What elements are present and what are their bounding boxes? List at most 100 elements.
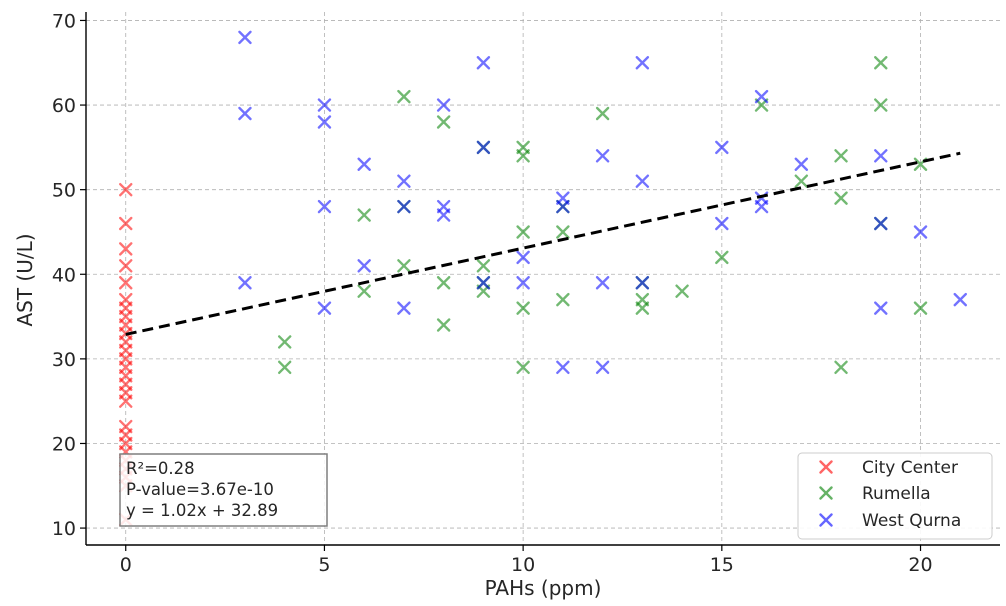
data-point-west-qurna [715, 140, 729, 155]
data-point-west-qurna [635, 276, 650, 290]
data-point-west-qurna [595, 149, 610, 163]
data-point-rumella [675, 284, 689, 298]
data-point-west-qurna [397, 199, 411, 214]
y-axis-label: AST (U/L) [13, 233, 37, 326]
data-point-rumella [436, 276, 451, 290]
data-point-west-qurna [238, 30, 252, 45]
y-tick-label: 40 [52, 264, 76, 286]
y-tick-label: 50 [52, 180, 76, 202]
data-point-west-qurna [317, 199, 332, 214]
data-point-west-qurna [556, 199, 570, 214]
stats-p-value: P-value=3.67e-10 [126, 480, 274, 499]
data-point-rumella [516, 225, 530, 239]
data-point-west-qurna [874, 301, 888, 315]
x-axis-label: PAHs (ppm) [485, 576, 602, 600]
data-point-rumella [397, 259, 411, 273]
data-point-west-qurna [238, 106, 252, 121]
data-point-west-qurna [953, 292, 967, 307]
data-point-rumella [635, 301, 650, 315]
data-point-rumella [874, 98, 888, 112]
legend-label-rumella: Rumella [862, 484, 931, 504]
trendline-layer [125, 151, 961, 336]
legend-marker-west-qurna [819, 513, 833, 527]
data-point-west-qurna [794, 157, 809, 171]
data-point-rumella [516, 301, 530, 315]
x-tick-label: 10 [511, 554, 535, 576]
data-point-west-qurna [913, 225, 928, 239]
data-point-west-qurna [715, 216, 729, 231]
data-point-rumella [834, 149, 848, 163]
data-point-rumella [556, 225, 570, 239]
data-point-rumella [595, 106, 610, 121]
data-point-west-qurna [595, 276, 610, 290]
data-point-city-center [119, 242, 133, 256]
data-point-rumella [516, 149, 530, 163]
legend-marker-rumella [819, 486, 833, 500]
data-point-city-center [119, 394, 133, 408]
data-point-rumella [277, 335, 292, 349]
x-tick-label: 15 [710, 554, 734, 576]
data-point-west-qurna [317, 115, 332, 129]
data-point-west-qurna [516, 250, 530, 265]
data-point-rumella [476, 259, 491, 273]
y-tick-label: 30 [52, 349, 76, 371]
data-point-west-qurna [476, 140, 491, 155]
data-point-west-qurna [516, 276, 530, 290]
data-point-west-qurna [556, 360, 570, 375]
stats-equation: y = 1.02x + 32.89 [126, 501, 278, 520]
data-point-rumella [913, 301, 928, 315]
data-point-rumella [794, 174, 809, 188]
data-point-rumella [834, 191, 848, 205]
legend-label-city-center: City Center [862, 458, 958, 478]
legend-label-west-qurna: West Qurna [862, 511, 961, 531]
data-point-west-qurna [635, 174, 650, 188]
axes [85, 12, 1000, 546]
data-point-rumella [715, 250, 729, 265]
data-point-west-qurna [397, 174, 411, 188]
x-tick-label: 20 [908, 554, 932, 576]
regression-trendline [125, 151, 961, 336]
x-tick-label: 0 [120, 554, 132, 576]
data-point-west-qurna [317, 98, 332, 112]
data-point-rumella [516, 360, 530, 375]
legend: City Center Rumella West Qurna [797, 452, 993, 540]
data-point-city-center [119, 182, 133, 197]
data-point-rumella [436, 115, 451, 129]
data-points [119, 30, 967, 527]
data-point-west-qurna [635, 56, 650, 70]
data-point-city-center [119, 276, 133, 290]
stats-box-frame [119, 453, 328, 527]
data-point-west-qurna [397, 301, 411, 315]
stats-r-squared: R²=0.28 [126, 459, 195, 478]
y-tick-label: 20 [52, 433, 76, 455]
y-axis-ticks: 10 20 30 40 50 60 70 [52, 10, 86, 540]
x-tick-label: 5 [318, 554, 330, 576]
data-point-west-qurna [436, 208, 451, 222]
data-point-west-qurna [476, 276, 491, 290]
data-point-rumella [874, 56, 888, 70]
data-point-rumella [397, 89, 411, 104]
data-point-rumella [357, 208, 371, 222]
stats-annotation-box: R²=0.28 P-value=3.67e-10 y = 1.02x + 32.… [119, 453, 328, 527]
data-point-west-qurna [476, 56, 491, 70]
data-point-west-qurna [595, 360, 610, 375]
x-axis-ticks: 0 5 10 15 20 [120, 545, 933, 576]
data-point-west-qurna [874, 216, 888, 231]
y-tick-label: 60 [52, 95, 76, 117]
data-point-west-qurna [754, 89, 769, 104]
data-point-rumella [436, 318, 451, 332]
legend-marker-city-center [819, 460, 833, 474]
data-point-west-qurna [357, 259, 371, 273]
data-point-city-center [119, 216, 133, 231]
data-point-west-qurna [874, 149, 888, 163]
data-point-west-qurna [436, 98, 451, 112]
data-point-west-qurna [317, 301, 332, 315]
data-point-rumella [556, 292, 570, 307]
y-tick-label: 70 [52, 10, 76, 32]
data-point-city-center [119, 259, 133, 273]
data-point-rumella [277, 360, 292, 375]
data-point-rumella [834, 360, 848, 375]
data-point-rumella [357, 284, 371, 298]
legend-frame [797, 452, 993, 540]
